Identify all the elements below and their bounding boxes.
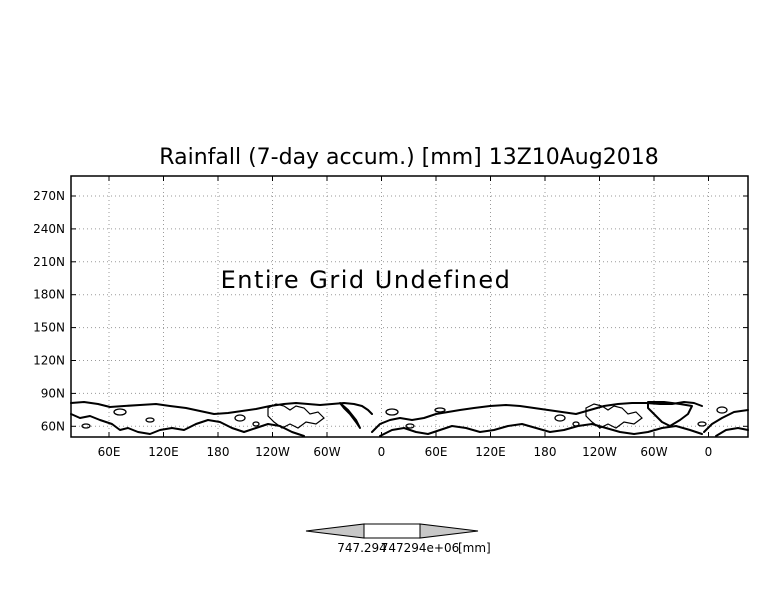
x-tick-label: 0 [378,445,386,459]
colorbar-left-arrow [305,523,365,539]
x-tick-label: 60E [98,445,121,459]
map-title: Rainfall (7-day accum.) [mm] 13Z10Aug201… [159,145,658,170]
colorbar-label-high: 747294e+06 [381,541,460,555]
y-tick-label: 270N [33,189,65,203]
x-tick-label: 120W [255,445,290,459]
x-tick-label: 180 [534,445,557,459]
y-axis-labels: 270N 240N 210N 180N 150N 120N 90N 60N [33,189,65,433]
colorbar: 747.294 747294e+06 [mm] [305,523,491,555]
undefined-grid-message: Entire Grid Undefined [221,266,512,294]
axis-ticks [71,176,748,437]
plot-area: 60E 120E 180 120W 60W 0 60E 120E 180 120W 60W 0 270… [33,175,749,459]
x-axis-labels: 60E 120E 180 120W 60W 0 60E 120E 180 120W 60W 0 [98,445,713,459]
grid-lines [71,176,748,437]
y-tick-label: 210N [33,255,65,269]
x-tick-label: 0 [705,445,713,459]
x-tick-label: 60W [313,445,340,459]
plot-border [70,175,749,438]
colorbar-label-low: 747.294 [337,541,387,555]
colorbar-center-box [363,523,421,539]
colorbar-right-arrow [419,523,479,539]
y-tick-label: 180N [33,288,65,302]
x-tick-label: 60E [425,445,448,459]
plot-frame [71,176,748,437]
coastlines [70,401,749,437]
x-tick-label: 180 [207,445,230,459]
x-tick-label: 120E [475,445,506,459]
y-tick-label: 60N [41,419,65,433]
y-tick-label: 120N [33,354,65,368]
colorbar-unit: [mm] [458,541,491,555]
x-tick-label: 120W [582,445,617,459]
y-tick-label: 90N [41,386,65,400]
y-tick-label: 240N [33,222,65,236]
y-tick-label: 150N [33,321,65,335]
x-tick-label: 120E [148,445,179,459]
x-tick-label: 60W [640,445,667,459]
